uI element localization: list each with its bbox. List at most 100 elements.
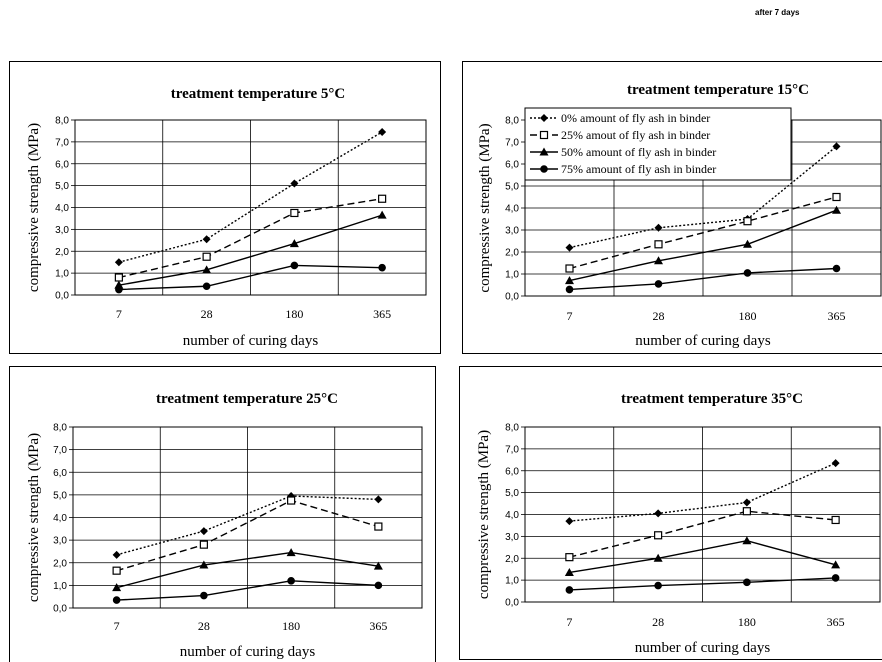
data-point <box>743 578 751 587</box>
y-tick-label: 2,0 <box>53 558 67 569</box>
data-point <box>654 531 663 540</box>
data-point <box>565 285 574 294</box>
data-point <box>112 550 121 559</box>
y-tick-label: 6,0 <box>505 466 519 477</box>
y-tick-label: 8,0 <box>505 116 519 127</box>
x-tick-label: 7 <box>116 307 122 321</box>
y-axis-label: compressive strength (MPa) <box>26 123 42 292</box>
y-tick-label: 1,0 <box>53 581 67 592</box>
y-tick-label: 1,0 <box>505 576 519 587</box>
data-point <box>742 507 751 516</box>
data-point <box>654 509 663 518</box>
chart-title: treatment temperature 25°C <box>156 391 338 407</box>
data-point <box>112 566 121 575</box>
legend-marker <box>539 130 549 140</box>
data-point <box>374 581 383 590</box>
series-group <box>565 192 841 273</box>
y-tick-label: 0,0 <box>505 598 519 609</box>
data-point <box>378 128 387 137</box>
chart-title: treatment temperature 15°C <box>627 82 809 98</box>
series-group <box>114 194 387 282</box>
chart-panel-5c: treatment temperature 5°C 0,0 1,0 2,0 3,0 4,0… <box>9 61 441 354</box>
data-point <box>565 276 574 285</box>
data-point <box>378 194 387 203</box>
series-group <box>565 574 840 594</box>
x-axis-label: number of curing days <box>635 333 771 349</box>
data-point <box>831 574 840 582</box>
legend-marker <box>539 147 549 156</box>
y-tick-label: 0,0 <box>505 292 519 303</box>
data-point <box>743 239 752 248</box>
y-tick-label: 3,0 <box>505 226 519 237</box>
legend-label: 50% amount of fly ash in binder <box>561 145 716 159</box>
series-line <box>569 196 837 270</box>
x-tick-label: 7 <box>567 309 573 323</box>
data-point <box>831 560 841 569</box>
series-line <box>116 551 379 589</box>
y-tick-label: 5,0 <box>53 490 67 501</box>
x-tick-label: 180 <box>282 619 300 633</box>
y-tick-label: 8,0 <box>55 116 69 127</box>
data-point <box>202 282 211 291</box>
chart-svg-15c: treatment temperature 15°C 0,0 1,0 2,0 3,0 4,… <box>477 82 882 349</box>
series-line <box>569 209 837 282</box>
y-tick-label: 6,0 <box>55 159 69 170</box>
data-point <box>290 208 299 218</box>
plot-frame <box>72 426 423 609</box>
data-point <box>565 586 574 594</box>
series-group <box>112 548 383 592</box>
chart-panel-15c: treatment temperature 15°C 0,0 1,0 2,0 3,0 4,… <box>462 61 882 354</box>
data-point <box>112 596 121 604</box>
data-point <box>114 273 123 282</box>
plot-frame <box>524 426 881 603</box>
x-tick-label: 180 <box>739 309 757 323</box>
data-point <box>202 235 211 244</box>
legend-label: 0% amount of fly ash in binder <box>561 111 710 125</box>
y-tick-label: 0,0 <box>55 291 69 302</box>
data-point <box>565 517 574 526</box>
x-tick-label: 365 <box>369 619 387 633</box>
series-line <box>116 495 379 556</box>
series-line <box>116 580 379 601</box>
y-tick-label: 4,0 <box>505 510 519 521</box>
y-axis-label: compressive strength (MPa) <box>477 123 493 292</box>
series-line <box>116 499 379 572</box>
data-point <box>742 536 752 545</box>
data-point <box>832 142 841 151</box>
series-line <box>118 131 383 263</box>
data-point <box>653 553 663 562</box>
y-tick-label: 4,0 <box>53 513 67 524</box>
data-point <box>377 210 387 219</box>
data-point <box>115 285 123 294</box>
y-tick-label: 6,0 <box>505 160 519 171</box>
y-tick-label: 3,0 <box>55 225 69 236</box>
x-tick-label: 28 <box>652 615 664 629</box>
header-note: after 7 days <box>755 8 800 17</box>
chart-svg-25c: treatment temperature 25°C 0,0 1,0 2,0 3,0 4,… <box>26 391 423 660</box>
series-line <box>569 267 837 291</box>
series-group <box>115 261 386 294</box>
y-tick-label: 8,0 <box>505 423 519 434</box>
y-axis-label: compressive strength (MPa) <box>26 433 42 602</box>
series-group <box>114 128 387 267</box>
x-tick-label: 365 <box>827 615 845 629</box>
data-point <box>199 527 208 536</box>
data-point <box>373 561 383 570</box>
y-tick-label: 3,0 <box>53 536 67 547</box>
series-group <box>564 536 841 576</box>
x-tick-label: 180 <box>738 615 756 629</box>
x-tick-label: 365 <box>828 309 846 323</box>
x-axis-label: number of curing days <box>635 640 771 656</box>
series-line <box>569 510 836 558</box>
series-line <box>118 214 383 286</box>
y-tick-label: 7,0 <box>53 445 67 456</box>
data-point <box>654 240 663 249</box>
x-tick-label: 7 <box>114 619 120 633</box>
plot-frame <box>74 119 427 296</box>
y-tick-label: 6,0 <box>53 468 67 479</box>
data-point <box>564 567 574 576</box>
y-tick-label: 5,0 <box>505 488 519 499</box>
data-point <box>112 583 122 592</box>
y-tick-label: 7,0 <box>505 138 519 149</box>
series-group <box>565 507 840 562</box>
